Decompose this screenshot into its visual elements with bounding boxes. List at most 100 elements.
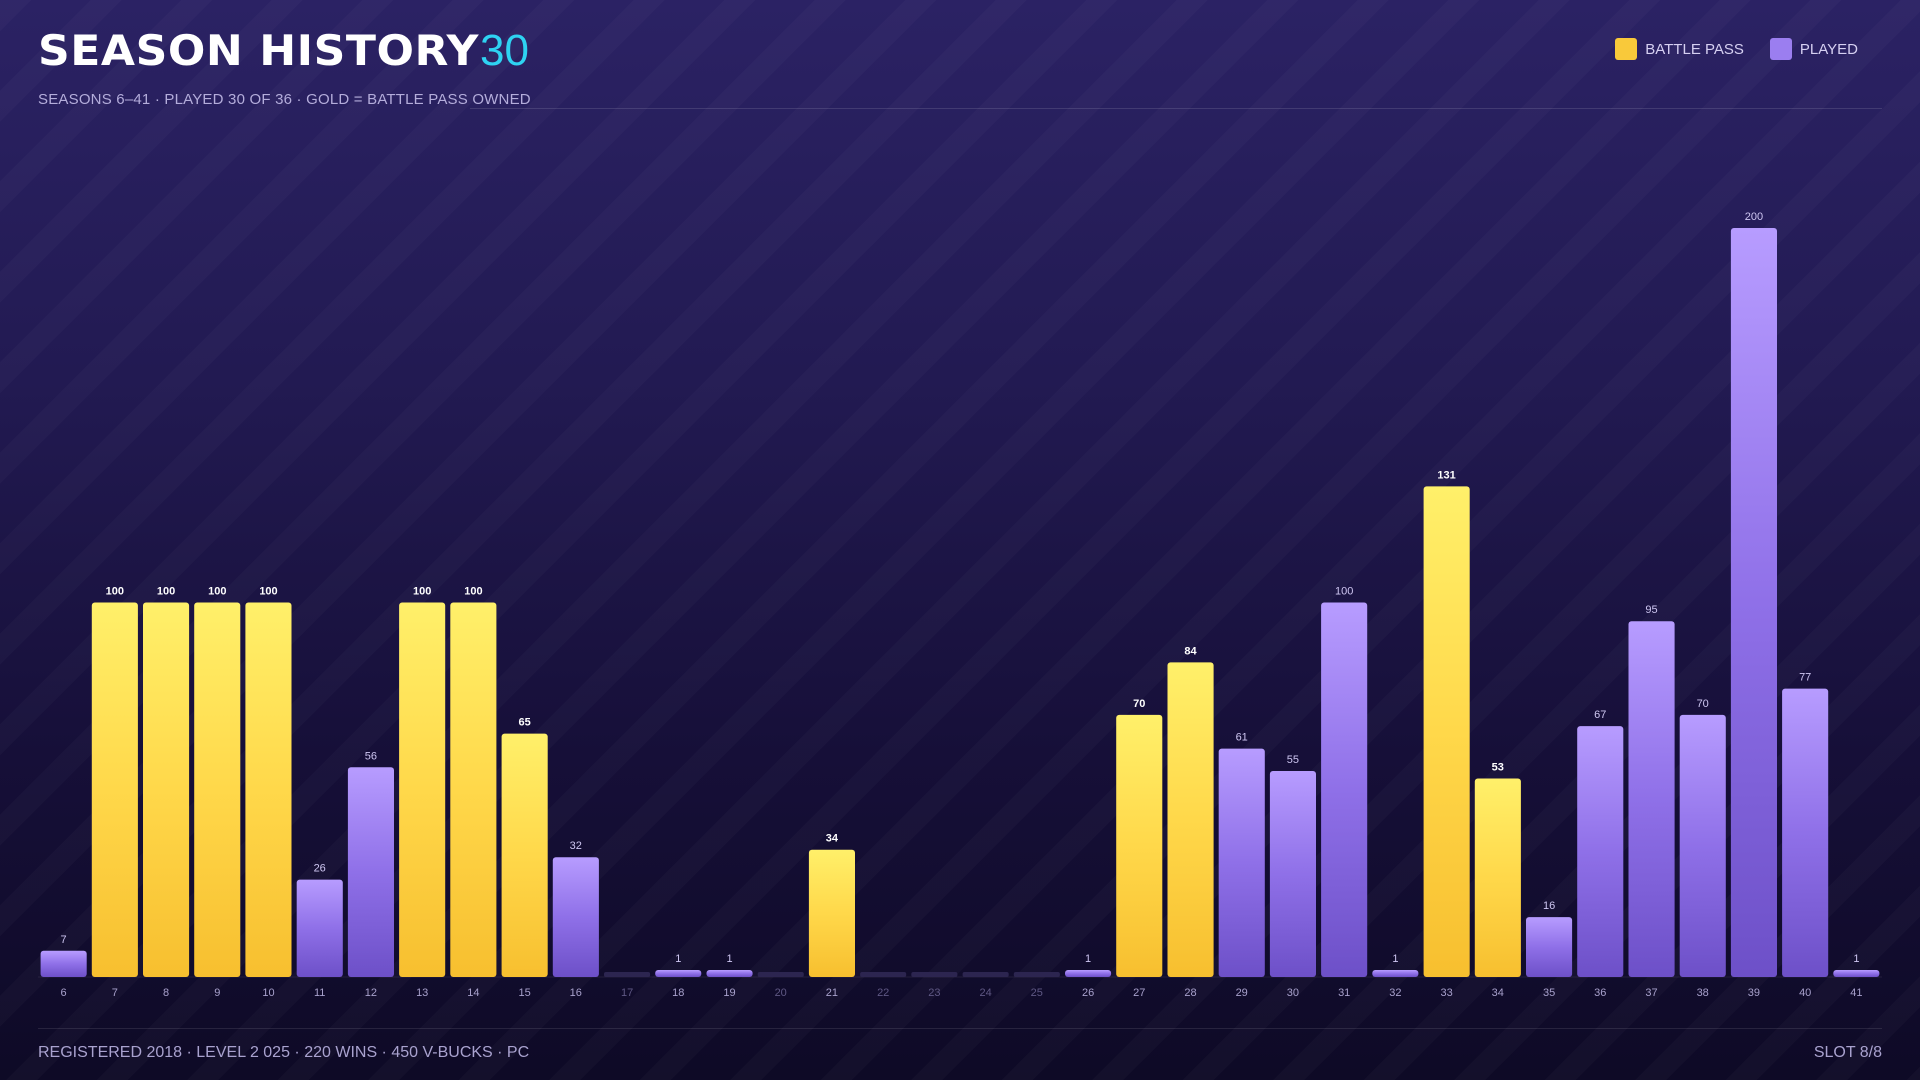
value-label-season-18: 1 — [675, 953, 681, 965]
bar-season-18 — [655, 970, 702, 977]
bar-season-40 — [1782, 688, 1829, 977]
empty-bar-season-23 — [911, 972, 958, 977]
tick-label-season-27: 27 — [1133, 987, 1145, 999]
value-label-season-13: 100 — [413, 586, 431, 598]
value-label-season-29: 61 — [1236, 732, 1248, 744]
tick-label-season-6: 6 — [61, 987, 67, 999]
bar-season-10 — [245, 602, 292, 977]
empty-bar-season-22 — [860, 972, 907, 977]
tick-label-season-9: 9 — [214, 987, 220, 999]
bar-season-21 — [808, 849, 855, 977]
seasons-played-count: 30 — [480, 26, 529, 75]
value-label-season-21: 34 — [826, 833, 839, 845]
tick-label-season-38: 38 — [1697, 987, 1709, 999]
tick-label-season-41: 41 — [1850, 987, 1862, 999]
page-subtitle: SEASONS 6–41 · PLAYED 30 OF 36 · GOLD = … — [38, 91, 531, 108]
value-label-season-15: 65 — [518, 717, 530, 729]
tick-label-season-21: 21 — [826, 987, 838, 999]
header-divider — [470, 108, 1882, 109]
tick-label-season-23: 23 — [928, 987, 940, 999]
value-label-season-10: 100 — [259, 586, 277, 598]
tick-label-season-33: 33 — [1440, 987, 1452, 999]
tick-label-season-28: 28 — [1184, 987, 1196, 999]
empty-bar-season-17 — [604, 972, 651, 977]
bar-season-8 — [143, 602, 190, 977]
value-label-season-12: 56 — [365, 750, 377, 762]
bar-season-13 — [399, 602, 446, 977]
value-label-season-6: 7 — [61, 934, 67, 946]
bar-season-38 — [1679, 714, 1726, 977]
value-label-season-16: 32 — [570, 840, 582, 852]
bar-season-9 — [194, 602, 241, 977]
bar-season-30 — [1269, 771, 1316, 977]
bar-season-31 — [1321, 602, 1368, 977]
bars-group: 7610071008100910010261156121001310014651… — [40, 211, 1880, 999]
page-title: SEASON HISTORY — [38, 26, 480, 75]
tick-label-season-17: 17 — [621, 987, 633, 999]
slot-indicator: SLOT 8/8 — [1813, 1044, 1882, 1061]
bar-season-32 — [1372, 970, 1419, 977]
value-label-season-38: 70 — [1697, 698, 1709, 710]
tick-label-season-12: 12 — [365, 987, 377, 999]
value-label-season-7: 100 — [106, 586, 124, 598]
value-label-season-32: 1 — [1392, 953, 1398, 965]
bar-season-26 — [1065, 970, 1112, 977]
played-swatch — [1769, 38, 1792, 60]
value-label-season-40: 77 — [1799, 672, 1811, 684]
value-label-season-11: 26 — [314, 863, 326, 875]
bar-season-14 — [450, 602, 497, 977]
tick-label-season-25: 25 — [1031, 987, 1043, 999]
tick-label-season-10: 10 — [262, 987, 274, 999]
value-label-season-37: 95 — [1645, 604, 1657, 616]
value-label-season-33: 131 — [1437, 469, 1455, 481]
legend-item-played: PLAYED — [1769, 38, 1858, 60]
bar-season-34 — [1474, 778, 1521, 977]
tick-label-season-35: 35 — [1543, 987, 1555, 999]
tick-label-season-16: 16 — [570, 987, 582, 999]
bar-season-6 — [40, 950, 87, 977]
tick-label-season-40: 40 — [1799, 987, 1811, 999]
bar-season-29 — [1218, 748, 1265, 977]
value-label-season-26: 1 — [1085, 953, 1091, 965]
value-label-season-30: 55 — [1287, 754, 1299, 766]
bar-season-41 — [1833, 970, 1880, 977]
value-label-season-34: 53 — [1492, 762, 1504, 774]
tick-label-season-14: 14 — [467, 987, 479, 999]
value-label-season-9: 100 — [208, 586, 226, 598]
bar-season-35 — [1526, 917, 1573, 977]
bar-season-19 — [706, 970, 753, 977]
tick-label-season-26: 26 — [1082, 987, 1094, 999]
tick-label-season-19: 19 — [723, 987, 735, 999]
value-label-season-39: 200 — [1745, 211, 1763, 223]
title-row: SEASON HISTORY 30 — [38, 26, 529, 76]
tick-label-season-22: 22 — [877, 987, 889, 999]
tick-label-season-37: 37 — [1645, 987, 1657, 999]
empty-bar-season-25 — [1013, 972, 1060, 977]
footer-divider — [38, 1028, 1882, 1029]
bar-season-7 — [91, 602, 138, 977]
tick-label-season-15: 15 — [518, 987, 530, 999]
bar-season-12 — [347, 767, 394, 977]
tick-label-season-39: 39 — [1748, 987, 1760, 999]
season-bar-chart: 7610071008100910010261156121001310014651… — [40, 211, 1880, 999]
tick-label-season-31: 31 — [1338, 987, 1350, 999]
value-label-season-14: 100 — [464, 586, 482, 598]
tick-label-season-29: 29 — [1236, 987, 1248, 999]
legend-item-battle-pass: BATTLE PASS — [1615, 38, 1744, 60]
legend-label-played: PLAYED — [1799, 40, 1858, 58]
bar-season-16 — [552, 857, 599, 977]
bar-season-27 — [1116, 714, 1163, 977]
empty-bar-season-20 — [757, 972, 804, 977]
value-label-season-8: 100 — [157, 586, 175, 598]
value-label-season-35: 16 — [1543, 900, 1555, 912]
tick-label-season-24: 24 — [979, 987, 991, 999]
bar-season-37 — [1628, 621, 1675, 977]
value-label-season-41: 1 — [1853, 953, 1859, 965]
tick-label-season-7: 7 — [112, 987, 118, 999]
bar-season-36 — [1577, 726, 1624, 977]
tick-label-season-20: 20 — [775, 987, 787, 999]
value-label-season-19: 1 — [726, 953, 732, 965]
value-label-season-27: 70 — [1133, 698, 1145, 710]
bar-season-28 — [1167, 662, 1214, 977]
tick-label-season-30: 30 — [1287, 987, 1299, 999]
